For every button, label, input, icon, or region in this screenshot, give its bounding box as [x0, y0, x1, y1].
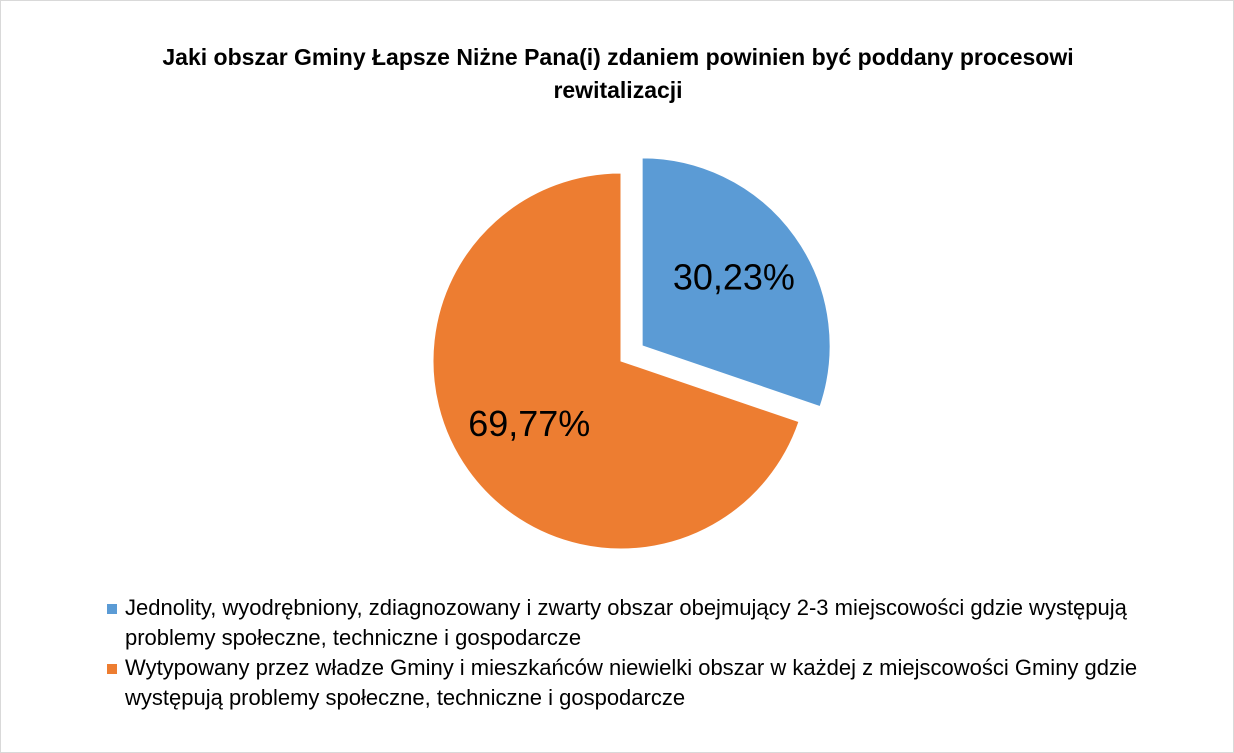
legend: Jednolity, wyodrębniony, zdiagnozowany i…: [105, 593, 1185, 713]
legend-item: Jednolity, wyodrębniony, zdiagnozowany i…: [105, 593, 1185, 653]
legend-label: Wytypowany przez władze Gminy i mieszkań…: [125, 655, 1138, 710]
legend-label: Jednolity, wyodrębniony, zdiagnozowany i…: [125, 595, 1127, 650]
pie-slice: [641, 157, 831, 408]
pie-slice: [432, 172, 800, 550]
legend-swatch: [107, 604, 117, 614]
legend-item: Wytypowany przez władze Gminy i mieszkań…: [105, 653, 1185, 713]
legend-swatch: [107, 664, 117, 674]
data-label: 69,77%: [468, 403, 590, 444]
data-label: 30,23%: [673, 257, 795, 298]
chart-title: Jaki obszar Gminy Łapsze Niżne Pana(i) z…: [162, 44, 1074, 103]
